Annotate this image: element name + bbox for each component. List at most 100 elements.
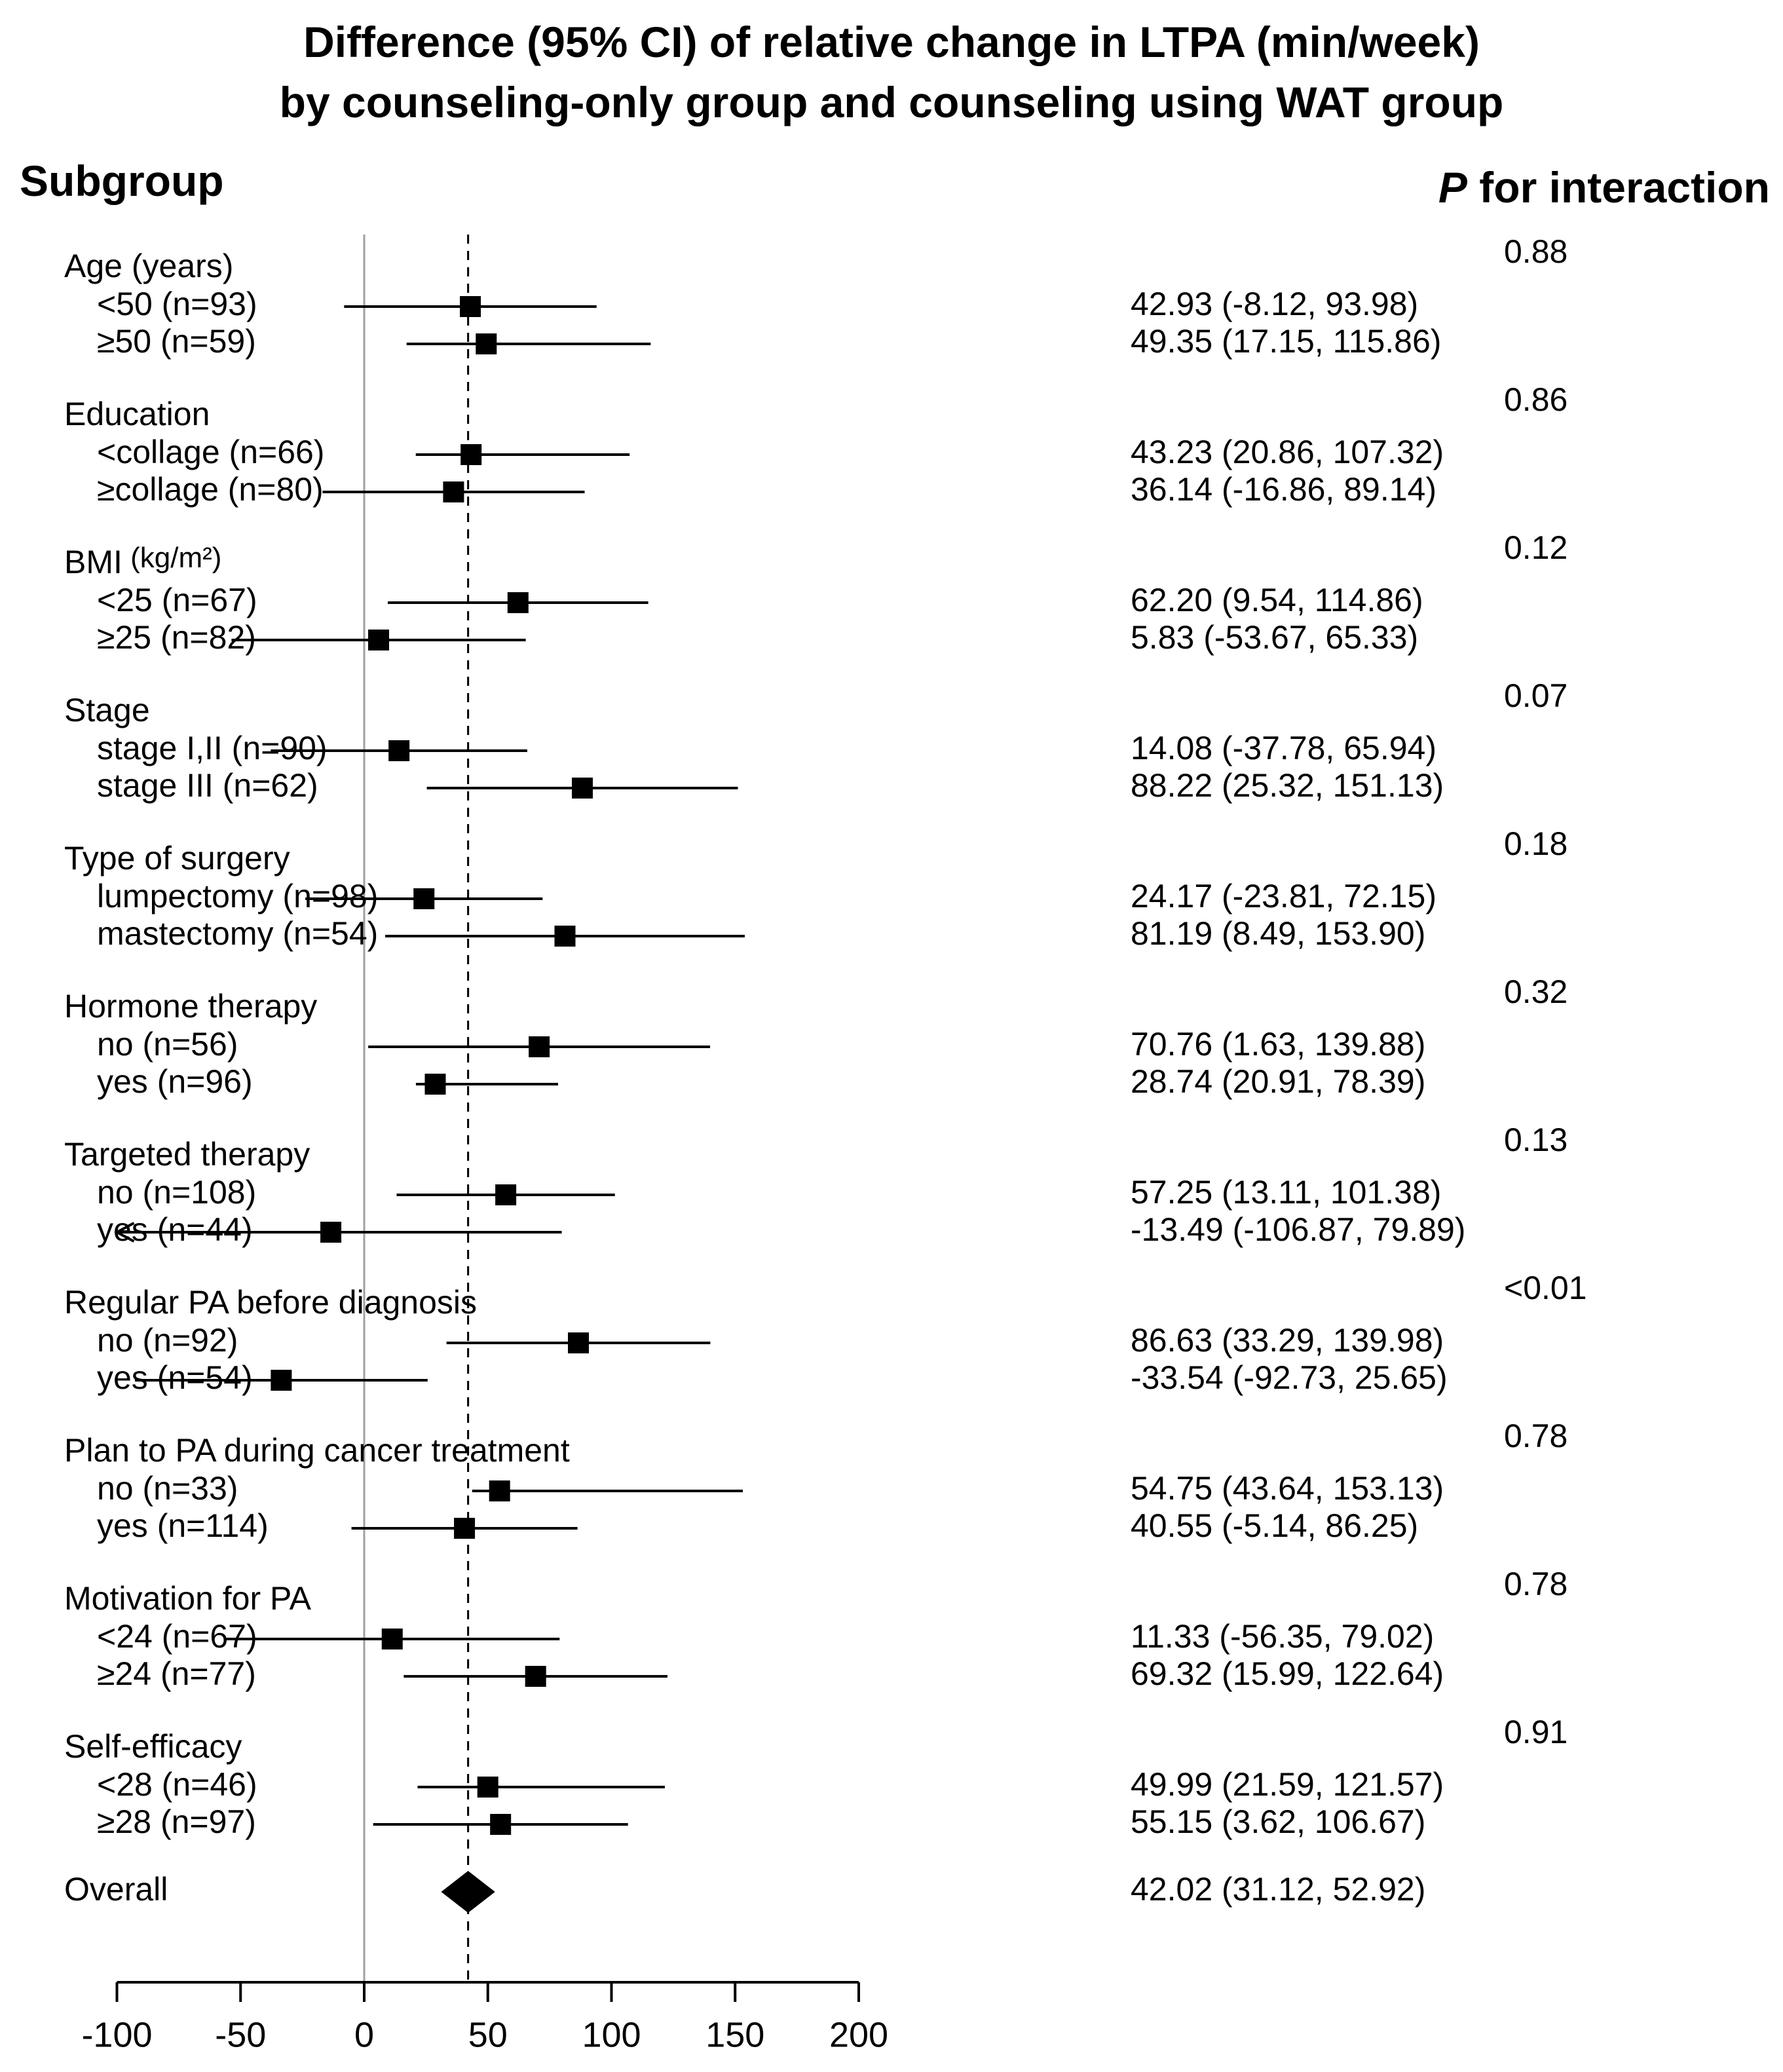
estimate-ci-text: -13.49 (-106.87, 79.89) (1131, 1211, 1465, 1248)
estimate-ci-text: 5.83 (-53.67, 65.33) (1131, 619, 1418, 656)
estimate-ci-text: 24.17 (-23.81, 72.15) (1131, 878, 1436, 914)
point-estimate-square (568, 1332, 590, 1353)
point-estimate-square (477, 1777, 498, 1798)
subgroup-heading: Plan to PA during cancer treatment (64, 1432, 570, 1469)
chart-title-line-2: by counseling-only group and counseling … (279, 78, 1504, 126)
overall-label: Overall (64, 1871, 168, 1908)
estimate-ci-text: 88.22 (25.32, 151.13) (1131, 767, 1444, 804)
p-for-interaction-value: 0.32 (1504, 973, 1567, 1010)
point-estimate-square (454, 1518, 476, 1539)
x-axis-tick-label: 50 (468, 2015, 508, 2054)
subgroup-level-label: no (n=33) (97, 1470, 238, 1507)
estimate-ci-text: 36.14 (-16.86, 89.14) (1131, 471, 1436, 508)
subgroup-level-label: ≥28 (n=97) (97, 1803, 256, 1840)
subgroup-level-label: ≥25 (n=82) (97, 619, 256, 656)
x-axis-tick-label: 150 (705, 2015, 764, 2054)
subgroup-heading: Regular PA before diagnosis (64, 1284, 477, 1321)
p-header-rest: for interaction (1467, 163, 1770, 212)
overall-estimate-ci-text: 42.02 (31.12, 52.92) (1131, 1871, 1425, 1908)
point-estimate-square (507, 592, 529, 613)
p-for-interaction-value: 0.91 (1504, 1714, 1567, 1750)
estimate-ci-text: 55.15 (3.62, 106.67) (1131, 1803, 1425, 1840)
estimate-ci-text: 54.75 (43.64, 153.13) (1131, 1470, 1444, 1507)
subgroup-level-label: <24 (n=67) (97, 1618, 257, 1655)
point-estimate-square (495, 1184, 517, 1205)
subgroup-level-label: lumpectomy (n=98) (97, 878, 378, 914)
subgroup-level-label: yes (n=96) (97, 1063, 253, 1100)
p-for-interaction-value: 0.88 (1504, 233, 1567, 270)
point-estimate-square (460, 444, 482, 465)
estimate-ci-text: 28.74 (20.91, 78.39) (1131, 1063, 1425, 1100)
subgroup-level-label: yes (n=54) (97, 1359, 253, 1396)
x-axis-tick-label: -100 (81, 2015, 152, 2054)
estimate-ci-text: 86.63 (33.29, 139.98) (1131, 1322, 1444, 1359)
point-estimate-square (424, 1074, 446, 1095)
subgroup-heading: BMI (kg/m²) (64, 542, 221, 581)
subgroup-level-label: <28 (n=46) (97, 1766, 257, 1803)
point-estimate-square (320, 1222, 342, 1243)
point-estimate-square (271, 1370, 292, 1391)
p-interaction-column-header: P for interaction (1438, 162, 1770, 212)
estimate-ci-text: 57.25 (13.11, 101.38) (1131, 1174, 1441, 1211)
point-estimate-square (460, 296, 481, 317)
estimate-ci-text: 81.19 (8.49, 153.90) (1131, 915, 1425, 952)
estimate-ci-text: 62.20 (9.54, 114.86) (1131, 582, 1423, 618)
p-for-interaction-value: 0.86 (1504, 381, 1567, 418)
subgroup-heading: Education (64, 396, 210, 432)
subgroup-level-label: ≥50 (n=59) (97, 323, 256, 360)
subgroup-level-label: <50 (n=93) (97, 286, 257, 322)
subgroup-heading: Motivation for PA (64, 1580, 312, 1617)
estimate-ci-text: 70.76 (1.63, 139.88) (1131, 1026, 1425, 1063)
subgroup-level-label: stage III (n=62) (97, 767, 318, 804)
point-estimate-square (525, 1666, 546, 1687)
point-estimate-square (489, 1480, 510, 1501)
point-estimate-square (529, 1036, 550, 1057)
subgroup-level-label: yes (n=114) (97, 1507, 269, 1544)
p-for-interaction-value: 0.78 (1504, 1566, 1567, 1602)
point-estimate-square (413, 888, 435, 909)
x-axis-tick-label: 100 (582, 2015, 641, 2054)
x-axis-tick-label: 200 (829, 2015, 888, 2054)
point-estimate-square (388, 740, 410, 761)
point-estimate-square (443, 481, 464, 502)
subgroup-heading: Hormone therapy (64, 988, 317, 1025)
subgroup-level-label: <collage (n=66) (97, 434, 324, 470)
p-for-interaction-value: 0.13 (1504, 1121, 1567, 1158)
estimate-ci-text: 42.93 (-8.12, 93.98) (1131, 286, 1418, 322)
subgroup-heading: Type of surgery (64, 840, 290, 876)
point-estimate-square (554, 926, 576, 947)
estimate-ci-text: 40.55 (-5.14, 86.25) (1131, 1507, 1418, 1544)
chart-title: Difference (95% CI) of relative change i… (0, 12, 1783, 132)
p-for-interaction-value: <0.01 (1504, 1270, 1587, 1306)
p-for-interaction-value: 0.78 (1504, 1418, 1567, 1454)
point-estimate-square (368, 630, 390, 650)
subgroup-heading: Stage (64, 692, 150, 728)
chart-title-line-1: Difference (95% CI) of relative change i… (303, 18, 1480, 66)
estimate-ci-text: 69.32 (15.99, 122.64) (1131, 1655, 1444, 1692)
overall-diamond (441, 1871, 495, 1913)
subgroup-heading-unit: (kg/m²) (122, 542, 222, 574)
point-estimate-square (381, 1629, 403, 1649)
x-axis-tick-label: -50 (215, 2015, 266, 2054)
p-italic-label: P (1438, 163, 1467, 212)
subgroup-column-header: Subgroup (20, 157, 224, 205)
estimate-ci-text: 49.99 (21.59, 121.57) (1131, 1766, 1444, 1803)
subgroup-heading: Self-efficacy (64, 1728, 242, 1765)
ci-truncation-arrow (114, 1222, 135, 1243)
estimate-ci-text: 43.23 (20.86, 107.32) (1131, 434, 1444, 470)
subgroup-heading: Targeted therapy (64, 1136, 310, 1173)
estimate-ci-text: 14.08 (-37.78, 65.94) (1131, 730, 1436, 766)
subgroup-level-label: ≥24 (n=77) (97, 1655, 256, 1692)
subgroup-level-label: no (n=56) (97, 1026, 238, 1063)
p-for-interaction-value: 0.12 (1504, 529, 1567, 566)
p-for-interaction-value: 0.18 (1504, 825, 1567, 862)
subgroup-level-label: no (n=92) (97, 1322, 238, 1359)
subgroup-level-label: no (n=108) (97, 1174, 256, 1211)
point-estimate-square (490, 1814, 512, 1835)
estimate-ci-text: 49.35 (17.15, 115.86) (1131, 323, 1441, 360)
subgroup-level-label: ≥collage (n=80) (97, 471, 324, 508)
estimate-ci-text: -33.54 (-92.73, 25.65) (1131, 1359, 1448, 1396)
p-for-interaction-value: 0.07 (1504, 677, 1567, 714)
x-axis-tick-label: 0 (354, 2015, 374, 2054)
subgroup-level-label: mastectomy (n=54) (97, 915, 378, 952)
